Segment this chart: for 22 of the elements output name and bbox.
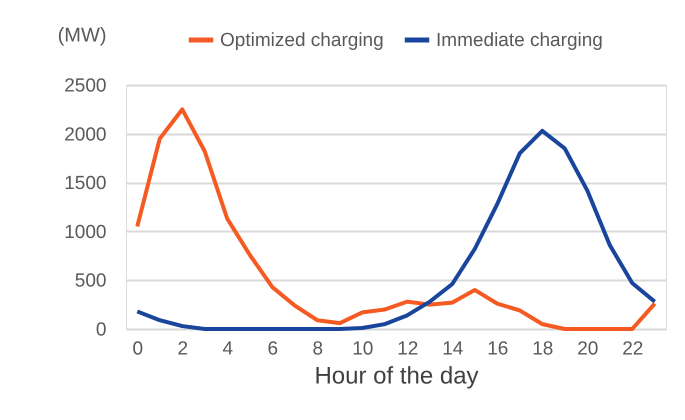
x-tick-label: 2 [177,338,188,360]
x-tick-label: 8 [312,338,324,360]
x-tick-label: 12 [397,338,418,360]
x-tick-label: 18 [532,338,554,360]
x-tick-label: 20 [577,338,598,360]
y-tick-label: 0 [96,320,106,340]
y-tick-label: 1500 [64,173,106,194]
x-tick-label: 0 [132,338,144,360]
legend-label: Immediate charging [436,30,603,51]
y-tick-label: 500 [74,270,106,292]
x-tick-label: 6 [267,338,278,360]
x-axis-title: Hour of the day [314,362,479,390]
x-tick-label: 10 [352,338,374,360]
legend-label: Optimized charging [220,30,384,51]
x-tick-label: 4 [222,338,234,360]
x-tick-label: 16 [487,338,508,360]
y-tick-label: 2500 [64,76,106,96]
x-tick-label: 22 [622,338,644,360]
y-axis-title: (MW) [58,24,106,46]
y-tick-label: 2000 [64,124,106,146]
y-tick-label: 1000 [64,222,106,243]
x-tick-label: 14 [442,338,464,360]
